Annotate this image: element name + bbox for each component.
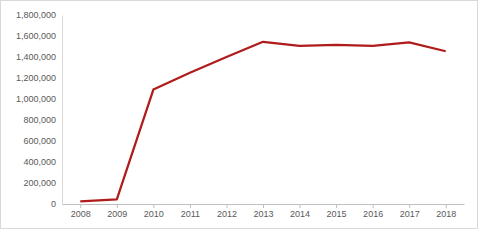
y-tick: 1,200,000	[16, 73, 62, 83]
x-tick-label: 2012	[217, 209, 237, 219]
x-tick-mark	[117, 204, 118, 208]
y-tick-label: 1,400,000	[16, 52, 56, 62]
y-tick-label: 1,200,000	[16, 73, 56, 83]
x-tick-mark	[263, 204, 264, 208]
y-tick: 800,000	[23, 115, 62, 125]
x-tick-mark	[153, 204, 154, 208]
x-tick-mark	[226, 204, 227, 208]
y-tick: 400,000	[23, 157, 62, 167]
x-tick-mark	[409, 204, 410, 208]
x-tick-label: 2014	[290, 209, 310, 219]
x-tick: 2016	[363, 204, 383, 219]
x-tick-label: 2008	[71, 209, 91, 219]
y-tick: 200,000	[23, 178, 62, 188]
y-tick: 1,800,000	[16, 10, 62, 20]
plot-area	[80, 42, 445, 202]
chart-frame	[1, 1, 478, 229]
x-tick: 2015	[327, 204, 347, 219]
x-tick: 2009	[107, 204, 127, 219]
x-tick-mark	[446, 204, 447, 208]
x-tick-label: 2016	[363, 209, 383, 219]
x-axis: 2008 2009 2010 2011 2012 2013 2014 2015 2016 2017…	[63, 204, 465, 219]
x-tick-mark	[80, 204, 81, 208]
y-axis: 0 200,000 400,000 600,000 800,000 1,000,000 1,…	[16, 10, 63, 209]
x-tick-mark	[373, 204, 374, 208]
x-tick-mark	[336, 204, 337, 208]
y-tick-label: 1,800,000	[16, 10, 56, 20]
y-axis-line	[62, 16, 63, 205]
chart: 0 200,000 400,000 600,000 800,000 1,000,000 1,…	[0, 0, 478, 229]
x-tick-label: 2011	[181, 209, 200, 219]
y-tick-label: 600,000	[23, 136, 56, 146]
x-tick: 2008	[71, 204, 91, 219]
y-tick: 600,000	[23, 136, 62, 146]
x-tick-label: 2017	[400, 209, 420, 219]
x-tick-label: 2018	[436, 209, 456, 219]
x-tick: 2017	[400, 204, 420, 219]
x-tick-label: 2013	[253, 209, 273, 219]
y-tick-label: 1,600,000	[16, 31, 56, 41]
x-tick: 2010	[144, 204, 164, 219]
y-tick-label: 800,000	[23, 115, 56, 125]
x-tick-label: 2015	[327, 209, 347, 219]
y-tick-label: 0	[51, 199, 56, 209]
x-tick: 2013	[253, 204, 273, 219]
series-line	[80, 42, 445, 202]
y-tick: 0	[51, 199, 62, 209]
y-tick-label: 200,000	[23, 178, 56, 188]
x-tick-label: 2009	[107, 209, 127, 219]
x-tick: 2011	[181, 204, 200, 219]
x-tick: 2018	[436, 204, 456, 219]
y-tick-label: 400,000	[23, 157, 56, 167]
y-tick: 1,000,000	[16, 94, 62, 104]
y-tick-label: 1,000,000	[16, 94, 56, 104]
x-tick-mark	[300, 204, 301, 208]
x-tick: 2014	[290, 204, 310, 219]
x-tick-label: 2010	[144, 209, 164, 219]
y-tick: 1,600,000	[16, 31, 62, 41]
y-tick: 1,400,000	[16, 52, 62, 62]
x-tick: 2012	[217, 204, 237, 219]
x-tick-mark	[190, 204, 191, 208]
